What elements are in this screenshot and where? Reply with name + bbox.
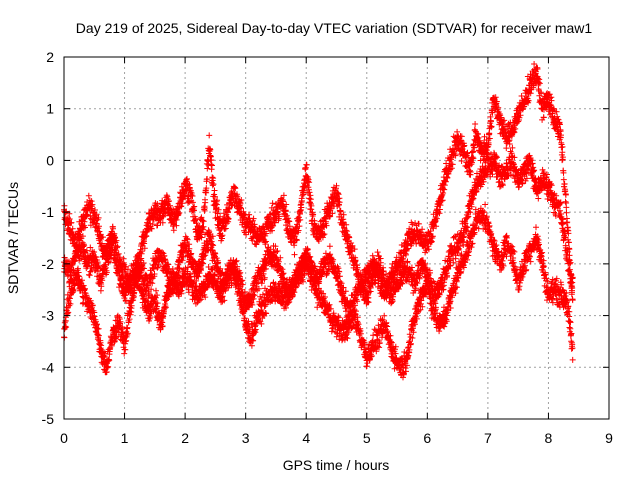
axis-ticks <box>63 56 610 420</box>
x-tick-label: 3 <box>242 430 250 446</box>
x-tick-label: 7 <box>484 430 492 446</box>
y-axis-title: SDTVAR / TECUs <box>5 182 21 294</box>
x-tick-label: 9 <box>605 430 613 446</box>
data-points <box>61 61 576 381</box>
plot-frame <box>63 56 610 420</box>
y-tick-labels: -5 -4 -3 -2 -1 0 1 2 <box>42 49 55 427</box>
x-tick-labels: 0 1 2 3 4 5 6 7 8 9 <box>60 430 613 446</box>
x-tick-label: 6 <box>423 430 431 446</box>
y-tick-label: -4 <box>42 359 55 375</box>
y-tick-label: -2 <box>42 256 55 272</box>
y-tick-label: 2 <box>46 49 54 65</box>
x-tick-label: 8 <box>545 430 553 446</box>
x-tick-label: 0 <box>60 430 68 446</box>
x-tick-label: 1 <box>121 430 129 446</box>
y-tick-label: 0 <box>46 152 54 168</box>
y-tick-label: -3 <box>42 308 55 324</box>
x-tick-label: 4 <box>302 430 310 446</box>
x-axis-title: GPS time / hours <box>283 457 390 473</box>
chart-title: Day 219 of 2025, Sidereal Day-to-day VTE… <box>76 20 593 36</box>
x-tick-label: 5 <box>363 430 371 446</box>
y-tick-label: 1 <box>46 101 54 117</box>
y-tick-label: -5 <box>42 411 55 427</box>
x-tick-label: 2 <box>181 430 189 446</box>
y-tick-label: -1 <box>42 204 55 220</box>
